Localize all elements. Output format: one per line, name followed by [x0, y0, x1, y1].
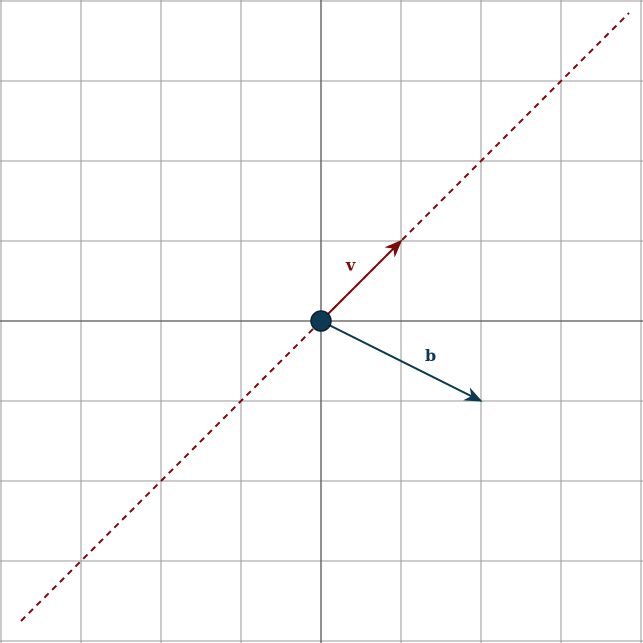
vector-v-arrow — [320, 239, 403, 322]
vector-b-label: b — [425, 346, 436, 365]
origin-point — [310, 310, 332, 332]
vector-b-arrow — [320, 320, 483, 402]
vector-v-label: v — [345, 256, 356, 275]
